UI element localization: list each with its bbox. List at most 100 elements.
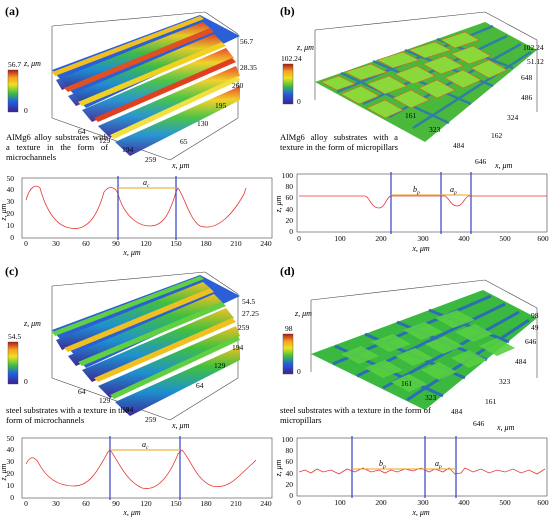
y-tick: 20	[7, 469, 15, 478]
profile-chart-a: ac 0 10 20 30 40 50 z, μm 0 30 60 90 120…	[0, 174, 273, 257]
z-tick: 0	[24, 377, 28, 386]
y-tick: 30	[7, 457, 15, 466]
x-tick: 194	[122, 145, 134, 154]
x-tick: 0	[24, 499, 28, 508]
x-tick: 100	[334, 498, 346, 507]
x-tick: 300	[417, 234, 429, 243]
y-tick: 100	[282, 435, 294, 444]
y-tick: 50	[7, 434, 15, 443]
surface-frame	[314, 11, 538, 112]
x-tick: 180	[200, 499, 212, 508]
y-tick: 20	[286, 216, 294, 225]
x-axis-label: x, μm	[171, 161, 190, 170]
x-tick: 210	[230, 239, 242, 248]
surface-plot-b: 102.24 z, μm 0 102.24 51.12 648 486 324 …	[274, 11, 549, 253]
y-tick: 194	[232, 343, 244, 352]
x-tick: 484	[453, 141, 465, 150]
x-tick: 200	[375, 498, 387, 507]
x-tick: 150	[170, 499, 182, 508]
x-tick: 100	[334, 234, 346, 243]
x-tick: 323	[425, 393, 437, 402]
y-tick: 0	[289, 227, 293, 236]
colorbar	[7, 69, 19, 113]
x-tick: 120	[140, 239, 152, 248]
x-tick: 259	[145, 155, 157, 164]
span-annotation: ap	[435, 459, 442, 470]
x-axis-label: x, μm	[411, 244, 430, 253]
y-tick: 64	[196, 381, 204, 390]
x-tick: 30	[52, 239, 60, 248]
y-tick: 40	[7, 185, 15, 194]
panel-caption: AlMg6 alloy substrates with a texture in…	[280, 132, 398, 152]
y-tick: 40	[286, 205, 294, 214]
span-annotation: ac	[143, 178, 150, 189]
y-tick: 40	[7, 445, 15, 454]
x-axis-label: x, μm	[411, 508, 430, 517]
x-axis-label: x, μm	[122, 248, 141, 257]
panel-c: (c)	[0, 260, 275, 519]
panel-b: (b)	[274, 0, 550, 259]
x-tick: 0	[297, 234, 301, 243]
x-tick: 64	[78, 127, 86, 136]
surface-plot-a: 56.7 z, μm 0 56.7 28.35 260 195 130 65 6…	[0, 11, 273, 257]
y-axis-label: z, μm	[0, 203, 8, 221]
x-tick: 129	[99, 136, 111, 145]
y-tick: 195	[215, 101, 227, 110]
x-tick: 646	[475, 157, 487, 166]
z-tick: 0	[297, 97, 301, 106]
x-tick: 500	[499, 498, 511, 507]
x-tick: 150	[170, 239, 182, 248]
x-tick: 323	[429, 125, 441, 134]
z-tick: 27.25	[242, 309, 259, 318]
y-tick: 10	[7, 221, 15, 230]
y-tick: 484	[515, 357, 527, 366]
colorbar-max: 102.24	[281, 54, 302, 63]
x-tick: 646	[473, 419, 485, 428]
x-tick: 484	[451, 407, 463, 416]
x-axis-label: x, μm	[494, 161, 513, 170]
surface-plot-c: 54.5 z, μm 0 54.5 27.25 259 194 129 64 6…	[0, 271, 273, 517]
panel-label: (c)	[5, 264, 19, 278]
x-tick: 64	[78, 387, 86, 396]
surface-bands	[52, 275, 240, 416]
y-tick: 0	[10, 493, 14, 502]
x-tick: 240	[260, 499, 272, 508]
y-tick: 30	[7, 197, 15, 206]
colorbar	[7, 341, 19, 385]
y-tick: 260	[232, 81, 244, 90]
x-tick: 0	[24, 239, 28, 248]
x-tick: 600	[537, 498, 549, 507]
z-tick: 28.35	[240, 63, 257, 72]
pillar-base	[311, 290, 537, 410]
x-tick: 120	[140, 499, 152, 508]
colorbar	[282, 63, 294, 105]
y-tick: 40	[286, 469, 294, 478]
y-tick: 65	[180, 137, 188, 146]
y-tick: 323	[499, 377, 511, 386]
y-axis-label: z, μm	[0, 463, 8, 481]
panel-a: (a)	[0, 0, 275, 259]
x-axis-label: x, μm	[122, 508, 141, 517]
x-tick: 180	[200, 239, 212, 248]
y-tick: 20	[7, 209, 15, 218]
pillar-tops	[341, 310, 515, 392]
y-tick: 162	[491, 131, 503, 140]
z-tick: 98	[531, 311, 539, 320]
colorbar-max: 98	[285, 324, 293, 333]
x-axis-label: x, μm	[496, 423, 515, 432]
y-tick: 80	[286, 182, 294, 191]
y-tick: 161	[485, 397, 497, 406]
z-axis-label: z, μm	[294, 309, 312, 318]
x-tick: 90	[112, 239, 120, 248]
colorbar-max: 54.5	[8, 332, 21, 341]
panel-caption: steel substrates with a texture in the f…	[6, 405, 129, 425]
y-axis-label: z, μm	[274, 195, 283, 213]
x-tick: 129	[99, 396, 111, 405]
profile-chart-c: ac 0 10 20 30 40 50 z, μm 0 30 60 90 120…	[0, 434, 273, 517]
y-tick: 10	[7, 481, 15, 490]
surface-frame	[310, 279, 538, 378]
x-tick: 300	[417, 498, 429, 507]
y-axis-label: z, μm	[274, 459, 283, 477]
z-axis-label: z, μm	[23, 59, 41, 68]
panel-caption: steel substrates with a texture in the f…	[280, 405, 431, 425]
